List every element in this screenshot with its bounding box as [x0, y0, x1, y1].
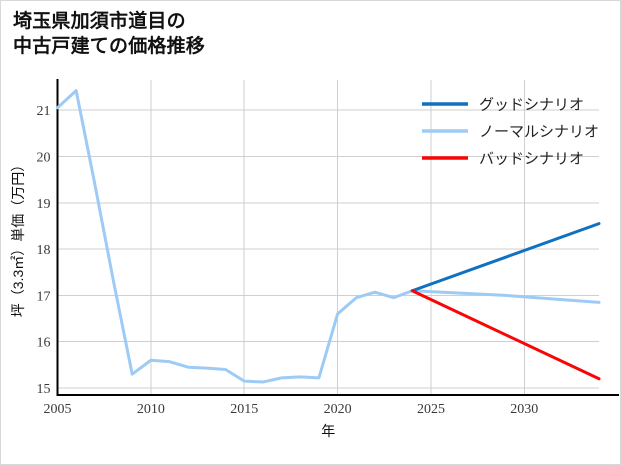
y-tick-label: 17	[37, 289, 51, 304]
y-tick-label: 21	[37, 104, 51, 119]
y-axis-title: 坪（3.3㎡）単価（万円）	[10, 158, 26, 317]
x-tick-label: 2020	[324, 402, 352, 417]
x-tick-label: 2005	[44, 402, 72, 417]
legend-label-normal: ノーマルシナリオ	[479, 125, 599, 141]
axis-titles: 年 坪（3.3㎡）単価（万円）	[10, 158, 335, 439]
x-axis-tick-labels: 2005 2010 2015 2020 2025 2030	[44, 402, 539, 417]
x-tick-label: 2025	[417, 402, 445, 417]
legend-label-good: グッドシナリオ	[479, 97, 584, 114]
x-axis-title: 年	[321, 423, 335, 439]
page-title: 埼玉県加須市道目の 中古戸建ての価格推移	[13, 11, 206, 58]
x-tick-label: 2030	[510, 402, 538, 417]
x-tick-label: 2015	[230, 402, 258, 417]
y-tick-label: 20	[37, 150, 51, 165]
series-line-normal	[56, 89, 601, 384]
series-line-good	[410, 222, 601, 293]
series-line-bad	[410, 289, 601, 381]
legend-label-bad: バッドシナリオ	[479, 152, 584, 168]
y-axis-tick-labels: 15 16 17 18 19 20 21	[37, 104, 51, 397]
series-lines	[56, 89, 601, 384]
y-tick-label: 16	[37, 336, 51, 351]
axis-spines	[56, 79, 619, 397]
y-tick-label: 19	[37, 197, 51, 212]
x-tick-label: 2010	[137, 402, 165, 417]
y-tick-label: 15	[37, 382, 51, 397]
y-tick-label: 18	[37, 243, 51, 258]
